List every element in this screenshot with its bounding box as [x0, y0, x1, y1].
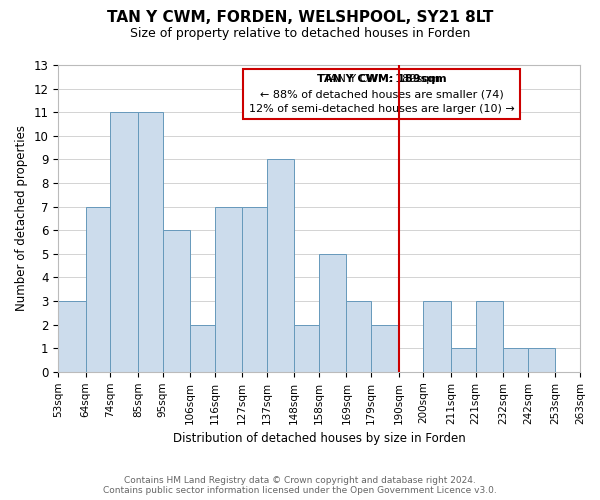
- Bar: [451, 348, 476, 372]
- Bar: [242, 206, 267, 372]
- Bar: [215, 206, 242, 372]
- X-axis label: Distribution of detached houses by size in Forden: Distribution of detached houses by size …: [173, 432, 466, 445]
- Bar: [371, 324, 398, 372]
- Text: TAN Y CWM: 189sqm: TAN Y CWM: 189sqm: [317, 74, 446, 84]
- Bar: [138, 112, 163, 372]
- Text: TAN Y CWM: 189sqm
← 88% of detached houses are smaller (74)
12% of semi-detached: TAN Y CWM: 189sqm ← 88% of detached hous…: [249, 74, 515, 114]
- Text: Size of property relative to detached houses in Forden: Size of property relative to detached ho…: [130, 28, 470, 40]
- Bar: [163, 230, 190, 372]
- Bar: [346, 301, 371, 372]
- Bar: [580, 348, 600, 372]
- Bar: [476, 301, 503, 372]
- Bar: [424, 301, 451, 372]
- Bar: [110, 112, 138, 372]
- Bar: [503, 348, 528, 372]
- Y-axis label: Number of detached properties: Number of detached properties: [15, 126, 28, 312]
- Bar: [190, 324, 215, 372]
- Bar: [528, 348, 555, 372]
- Text: TAN Y CWM, FORDEN, WELSHPOOL, SY21 8LT: TAN Y CWM, FORDEN, WELSHPOOL, SY21 8LT: [107, 10, 493, 25]
- Bar: [86, 206, 110, 372]
- Bar: [267, 160, 294, 372]
- Text: Contains HM Land Registry data © Crown copyright and database right 2024.
Contai: Contains HM Land Registry data © Crown c…: [103, 476, 497, 495]
- Bar: [58, 301, 86, 372]
- Bar: [294, 324, 319, 372]
- Bar: [319, 254, 346, 372]
